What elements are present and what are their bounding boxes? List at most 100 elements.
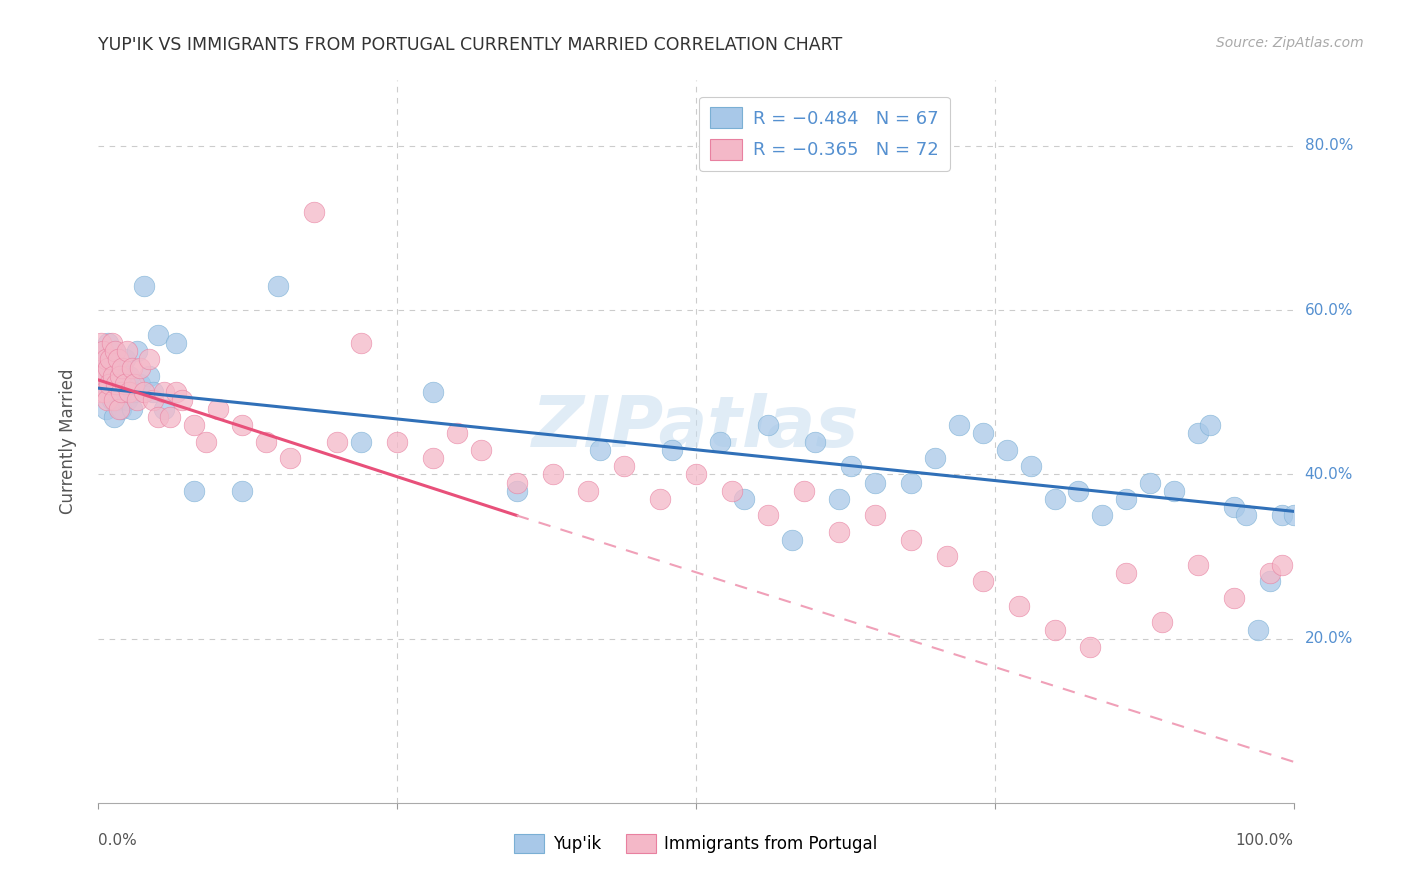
Yup'ik [96, 352, 118, 367]
Immigrants from Portugal [1271, 558, 1294, 572]
Yup'ik [93, 377, 115, 392]
Yup'ik [108, 368, 131, 383]
Immigrants from Portugal [105, 377, 128, 392]
Yup'ik [125, 344, 148, 359]
Immigrants from Portugal [1258, 566, 1281, 580]
Yup'ik [995, 442, 1018, 457]
Immigrants from Portugal [104, 344, 127, 359]
Yup'ik [94, 401, 117, 416]
Immigrants from Portugal [107, 352, 129, 367]
Immigrants from Portugal [96, 393, 118, 408]
Immigrants from Portugal [302, 204, 325, 219]
Yup'ik [101, 368, 124, 383]
Immigrants from Portugal [1043, 624, 1066, 638]
Yup'ik [97, 336, 120, 351]
Yup'ik [114, 352, 136, 367]
Yup'ik [111, 377, 134, 392]
Immigrants from Portugal [172, 393, 194, 408]
Yup'ik [1139, 475, 1161, 490]
Yup'ik [733, 491, 755, 506]
Yup'ik [900, 475, 922, 490]
Yup'ik [828, 491, 851, 506]
Immigrants from Portugal [936, 549, 959, 564]
Yup'ik [165, 336, 187, 351]
Yup'ik [100, 393, 122, 408]
Immigrants from Portugal [121, 360, 143, 375]
Immigrants from Portugal [685, 467, 707, 482]
Yup'ik [110, 401, 132, 416]
Immigrants from Portugal [108, 368, 131, 383]
Immigrants from Portugal [107, 401, 129, 416]
Immigrants from Portugal [91, 368, 114, 383]
Immigrants from Portugal [278, 450, 301, 465]
Yup'ik [103, 409, 125, 424]
Immigrants from Portugal [183, 418, 205, 433]
Immigrants from Portugal [422, 450, 444, 465]
Text: Source: ZipAtlas.com: Source: ZipAtlas.com [1216, 36, 1364, 50]
Immigrants from Portugal [207, 401, 229, 416]
Immigrants from Portugal [110, 385, 132, 400]
Immigrants from Portugal [613, 459, 636, 474]
Immigrants from Portugal [972, 574, 994, 588]
Immigrants from Portugal [148, 409, 170, 424]
Immigrants from Portugal [100, 336, 122, 351]
Yup'ik [709, 434, 731, 449]
Yup'ik [132, 278, 155, 293]
Yup'ik [1282, 508, 1305, 523]
Immigrants from Portugal [756, 508, 779, 523]
Yup'ik [1187, 426, 1209, 441]
Immigrants from Portugal [111, 360, 134, 375]
Yup'ik [924, 450, 946, 465]
Yup'ik [972, 426, 994, 441]
Immigrants from Portugal [98, 352, 122, 367]
Text: YUP'IK VS IMMIGRANTS FROM PORTUGAL CURRENTLY MARRIED CORRELATION CHART: YUP'IK VS IMMIGRANTS FROM PORTUGAL CURRE… [98, 36, 842, 54]
Yup'ik [129, 377, 152, 392]
Immigrants from Portugal [1080, 640, 1102, 654]
Yup'ik [1199, 418, 1222, 433]
Immigrants from Portugal [91, 344, 114, 359]
Text: ZIPatlas: ZIPatlas [533, 392, 859, 461]
Yup'ik [804, 434, 827, 449]
Yup'ik [780, 533, 803, 547]
Immigrants from Portugal [828, 524, 851, 539]
Yup'ik [153, 401, 176, 416]
Text: 80.0%: 80.0% [1305, 138, 1353, 153]
Yup'ik [948, 418, 970, 433]
Immigrants from Portugal [385, 434, 409, 449]
Text: 40.0%: 40.0% [1305, 467, 1353, 482]
Yup'ik [1247, 624, 1270, 638]
Immigrants from Portugal [1187, 558, 1209, 572]
Yup'ik [118, 368, 141, 383]
Yup'ik [1067, 483, 1090, 498]
Yup'ik [1163, 483, 1185, 498]
Immigrants from Portugal [93, 385, 115, 400]
Yup'ik [267, 278, 290, 293]
Immigrants from Portugal [446, 426, 468, 441]
Immigrants from Portugal [350, 336, 373, 351]
Yup'ik [90, 368, 112, 383]
Yup'ik [1234, 508, 1257, 523]
Immigrants from Portugal [87, 360, 110, 375]
Immigrants from Portugal [129, 360, 152, 375]
Immigrants from Portugal [506, 475, 529, 490]
Immigrants from Portugal [793, 483, 815, 498]
Text: 0.0%: 0.0% [98, 833, 138, 848]
Immigrants from Portugal [159, 409, 181, 424]
Yup'ik [422, 385, 444, 400]
Immigrants from Portugal [541, 467, 564, 482]
Immigrants from Portugal [326, 434, 349, 449]
Immigrants from Portugal [165, 385, 187, 400]
Immigrants from Portugal [1152, 615, 1174, 630]
Yup'ik [1271, 508, 1294, 523]
Yup'ik [148, 327, 170, 342]
Immigrants from Portugal [1008, 599, 1031, 613]
Yup'ik [231, 483, 253, 498]
Yup'ik [105, 385, 128, 400]
Yup'ik [138, 368, 160, 383]
Immigrants from Portugal [470, 442, 492, 457]
Immigrants from Portugal [94, 352, 117, 367]
Immigrants from Portugal [865, 508, 887, 523]
Yup'ik [115, 393, 138, 408]
Yup'ik [1223, 500, 1246, 515]
Yup'ik [107, 393, 129, 408]
